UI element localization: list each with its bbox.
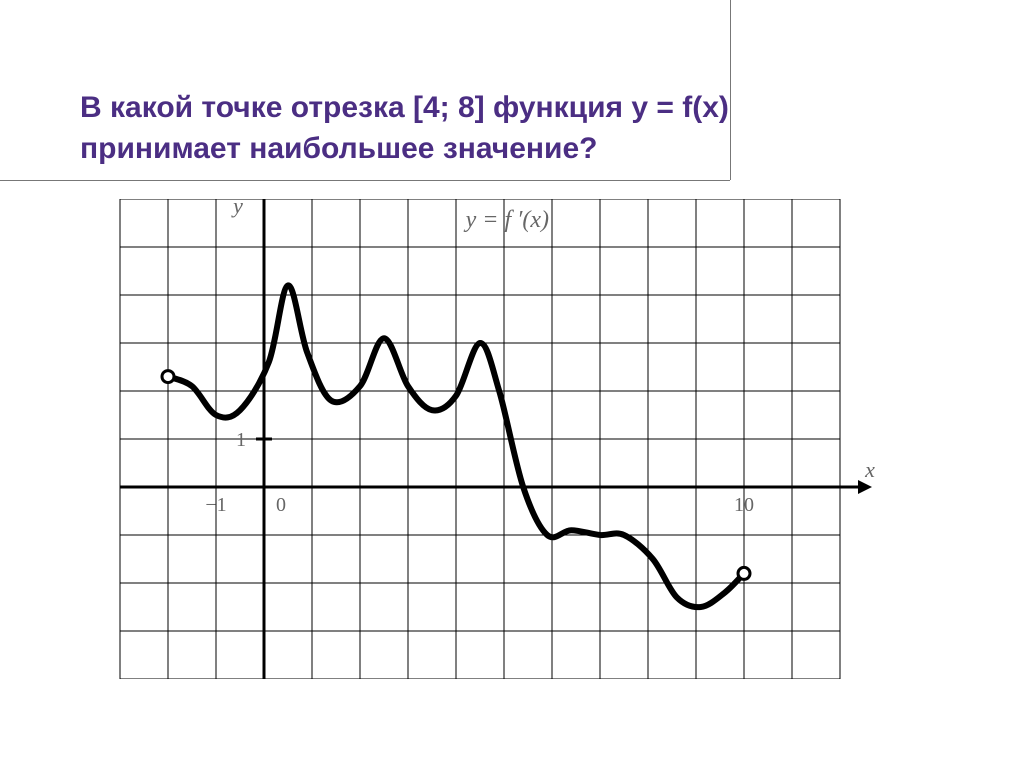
axis-label: 1 [236,429,246,451]
derivative-chart: yx10−110y = f ′(x) [100,199,880,679]
open-endpoint [738,567,750,579]
title-line-1: В какой точке отрезка [4; 8] функция y =… [80,91,729,124]
axis-label: −1 [205,494,226,516]
chart-container: yx10−110y = f ′(x) [100,199,920,679]
question-title: В какой точке отрезка [4; 8] функция y =… [80,88,880,169]
decor-rule-horizontal [0,180,730,181]
axis-label: 0 [276,494,286,516]
open-endpoint [162,371,174,383]
axis-label: y = f ′(x) [464,207,549,233]
decor-rule-vertical [730,0,731,180]
slide: В какой точке отрезка [4; 8] функция y =… [0,0,1024,768]
axis-label: y [231,199,243,218]
axis-label: 10 [734,494,754,516]
axis-label: x [864,457,875,482]
title-line-2: принимает наибольшее значение? [80,132,597,165]
